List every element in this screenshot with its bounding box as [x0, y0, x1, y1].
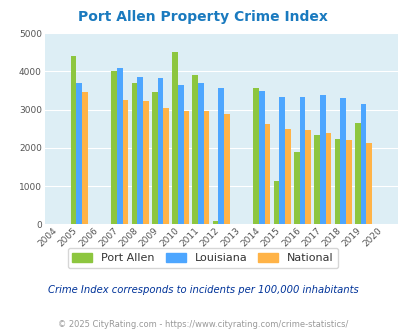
Bar [212, 220, 218, 224]
Bar [70, 56, 76, 224]
Bar [325, 133, 330, 224]
Bar [253, 88, 258, 224]
Bar [279, 97, 284, 224]
Bar [334, 139, 339, 224]
Bar [258, 91, 264, 224]
Bar [293, 152, 299, 224]
Bar [360, 104, 365, 224]
Bar [82, 92, 87, 224]
Bar [131, 83, 137, 224]
Bar [172, 52, 177, 224]
Bar [76, 83, 82, 224]
Legend: Port Allen, Louisiana, National: Port Allen, Louisiana, National [68, 248, 337, 268]
Bar [183, 111, 189, 224]
Bar [143, 101, 148, 224]
Bar [305, 130, 310, 224]
Bar [284, 129, 290, 224]
Bar [157, 78, 163, 224]
Bar [151, 92, 157, 224]
Bar [345, 140, 351, 224]
Bar [224, 114, 229, 224]
Bar [198, 83, 203, 224]
Bar [319, 95, 325, 224]
Text: © 2025 CityRating.com - https://www.cityrating.com/crime-statistics/: © 2025 CityRating.com - https://www.city… [58, 320, 347, 329]
Bar [117, 68, 122, 224]
Bar [313, 135, 319, 224]
Bar [354, 123, 360, 224]
Text: Port Allen Property Crime Index: Port Allen Property Crime Index [78, 10, 327, 24]
Bar [299, 97, 305, 224]
Bar [163, 108, 168, 224]
Bar [177, 85, 183, 224]
Bar [264, 124, 270, 224]
Bar [218, 88, 224, 224]
Bar [192, 75, 198, 224]
Bar [137, 78, 143, 224]
Bar [365, 143, 371, 224]
Bar [122, 100, 128, 224]
Text: Crime Index corresponds to incidents per 100,000 inhabitants: Crime Index corresponds to incidents per… [47, 285, 358, 295]
Bar [273, 181, 279, 224]
Bar [111, 71, 117, 224]
Bar [339, 98, 345, 224]
Bar [203, 112, 209, 224]
